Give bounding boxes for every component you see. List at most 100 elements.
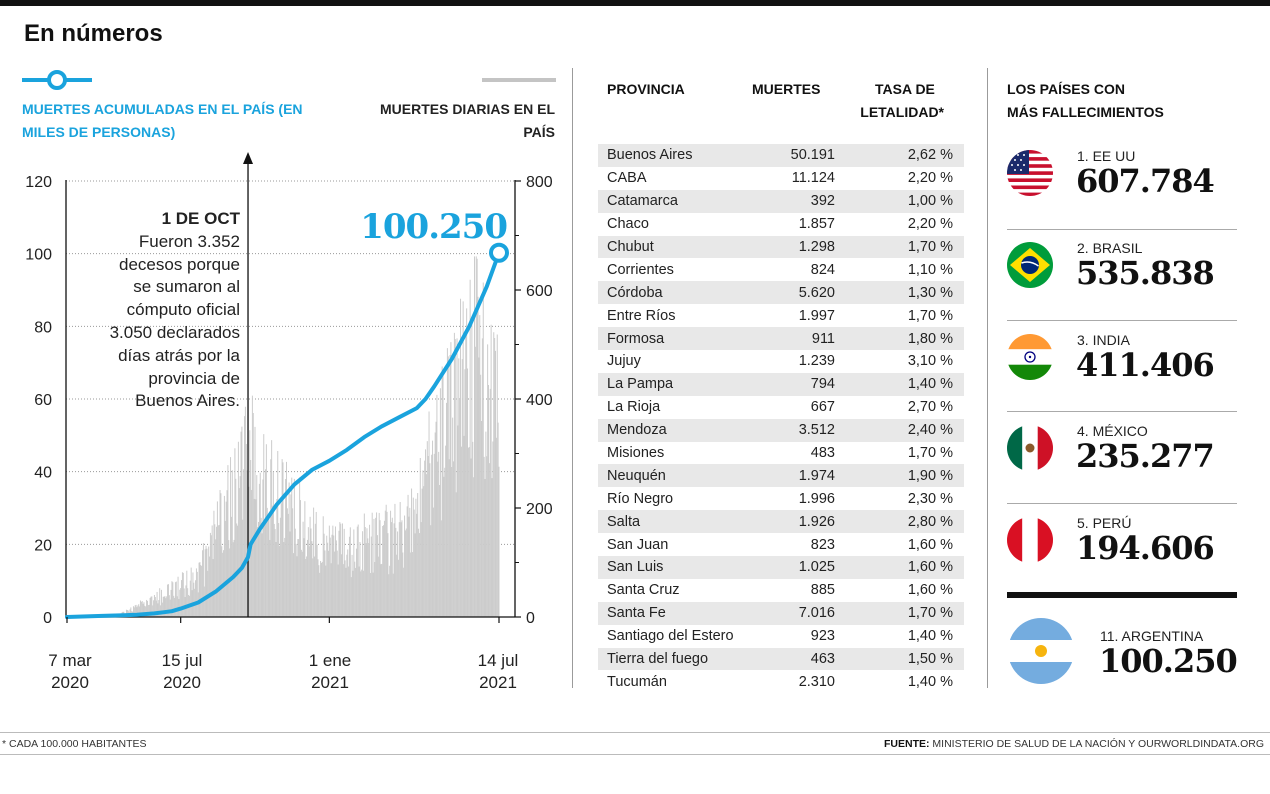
province-cell: Formosa [607,330,665,347]
argentina-flag-icon [1008,618,1074,684]
province-cell: Chubut [607,239,654,255]
table-row: Córdoba 5.620 1,30 % [598,281,964,305]
annotation-line: provincia de [148,368,240,388]
deaths-cell: 3.512 [798,422,835,439]
lethality-cell: 1,80 % [907,330,953,347]
lethality-cell: 1,60 % [907,582,953,599]
country-item: 4. MÉXICO 235.277 [1005,423,1238,503]
final-point-marker [489,242,509,263]
country-item: 5. PERÚ 194.606 [1005,515,1238,595]
table-row: Neuquén 1.974 1,90 % [598,464,964,488]
lethality-cell: 2,80 % [907,513,953,530]
y-tick-label: 80 [34,319,52,336]
province-cell: La Rioja [607,399,661,416]
table-row: Santa Cruz 885 1,60 % [598,579,964,602]
annotation-line: decesos porque [119,254,240,274]
table-row: Corrientes 824 1,10 % [598,258,964,281]
lethality-cell: 2,70 % [907,399,953,416]
provinces-table: Buenos Aires 50.191 2,62 % CABA 11.124 2,20 %… [598,144,964,693]
deaths-cell: 923 [810,628,835,645]
deaths-cell: 1.997 [798,307,835,324]
lethality-cell: 3,10 % [907,353,953,370]
mexico-flag-icon [1007,425,1053,471]
table-row: Jujuy 1.239 3,10 % [598,350,964,373]
lethality-cell: 1,40 % [907,673,953,690]
y-tick-label: 20 [34,537,52,554]
table-row: CABA 11.124 2,20 % [598,167,964,190]
y-tick-label: 120 [25,174,52,191]
divider [1007,229,1237,230]
table-row: San Luis 1.025 1,60 % [598,556,964,579]
y-tick-label: 100 [25,247,52,264]
table-row: Salta 1.926 2,80 % [598,510,964,534]
province-cell: Santa Cruz [607,582,680,599]
chart-annotation: 1 DE OCT Fueron 3.352 decesos porque se … [60,208,240,413]
province-cell: Santiago del Estero [607,628,734,645]
table-row: Santa Fe 7.016 1,70 % [598,601,964,625]
y-right-tick-label: 600 [526,283,553,300]
province-cell: Tierra del fuego [607,651,709,668]
divider-thick [1007,592,1237,598]
annotation-line: cómputo oficial [126,300,240,320]
page-title: En números [24,20,163,47]
province-cell: La Pampa [607,376,674,393]
deaths-cell: 483 [810,445,835,462]
deaths-cell: 392 [810,193,835,210]
country-rank: 1. EE UU [1077,148,1136,164]
lethality-cell: 1,50 % [907,651,953,668]
table-row: Chaco 1.857 2,20 % [598,213,964,236]
table-row: Santiago del Estero 923 1,40 % [598,625,964,648]
country-rank: 2. BRASIL [1077,240,1143,256]
country-deaths: 100.250 [1099,642,1238,680]
divider [1007,411,1237,412]
y-tick-label: 40 [34,465,52,482]
province-cell: Neuquén [607,467,666,484]
province-cell: CABA [607,170,647,187]
province-cell: Misiones [607,445,665,462]
province-cell: Córdoba [607,284,663,301]
y-tick-label: 0 [43,610,52,627]
india-flag-icon [1007,334,1053,380]
country-item: 1. EE UU 607.784 [1005,148,1238,228]
source-note: FUENTE: MINISTERIO DE SALUD DE LA NACIÓN… [883,738,1264,750]
deaths-chart: 0 20 40 60 80 100 120 0 200 400 600 800 100.250 [25,152,553,627]
lethality-cell: 1,40 % [907,376,953,393]
table-row: San Juan 823 1,60 % [598,533,964,556]
lethality-cell: 1,00 % [907,193,953,210]
province-cell: Santa Fe [607,605,666,622]
lethality-cell: 1,60 % [907,559,953,576]
bar-legend-icon [482,78,556,82]
annotation-line: 3.050 declarados [109,322,240,342]
divider [1007,320,1237,321]
lethality-cell: 1,70 % [907,307,953,324]
peru-flag-icon [1007,517,1053,563]
deaths-cell: 824 [810,261,835,278]
lethality-cell: 1,70 % [907,445,953,462]
province-cell: Entre Ríos [607,307,676,324]
lethality-cell: 2,20 % [907,170,953,187]
usa-flag-icon [1007,150,1053,196]
column-divider [572,68,573,688]
table-row: Entre Ríos 1.997 1,70 % [598,304,964,327]
country-rank: 3. INDIA [1077,332,1130,348]
divider [1007,503,1237,504]
y-tick-label: 60 [34,392,52,409]
country-item: 2. BRASIL 535.838 [1005,240,1238,320]
footnote: * CADA 100.000 HABITANTES [2,738,147,750]
countries-title: LOS PAÍSES CON MÁS FALLECIMIENTOS [1007,81,1164,120]
annotation-line: días atrás por la [118,345,240,365]
table-row: Formosa 911 1,80 % [598,327,964,351]
deaths-cell: 1.857 [798,216,835,233]
table-row: Tucumán 2.310 1,40 % [598,670,964,693]
lethality-cell: 2,30 % [907,490,953,507]
table-row: Mendoza 3.512 2,40 % [598,418,964,442]
lethality-cell: 1,90 % [907,467,953,484]
top-rule [0,0,1270,6]
province-cell: Río Negro [607,490,674,507]
lethality-cell: 1,30 % [907,284,953,301]
country-rank: 4. MÉXICO [1077,423,1148,439]
deaths-cell: 1.025 [798,559,835,576]
deaths-cell: 1.239 [798,353,835,370]
table-row: La Rioja 667 2,70 % [598,396,964,419]
x-tick-label: 1 ene 2021 [308,651,352,692]
